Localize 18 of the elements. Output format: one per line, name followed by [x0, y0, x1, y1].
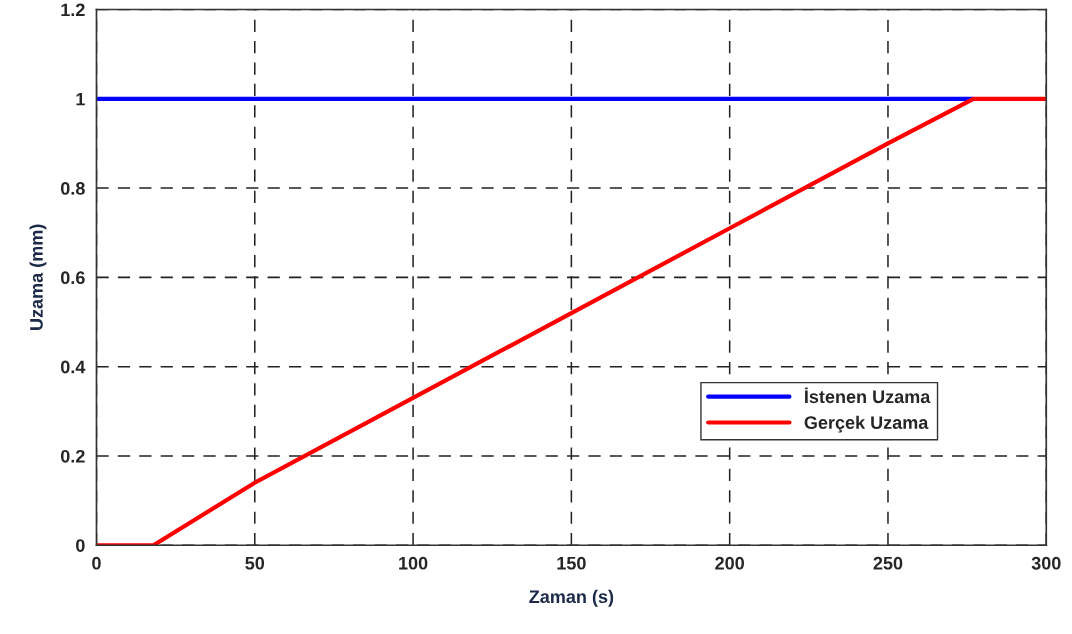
y-tick-label: 0	[76, 539, 85, 552]
legend-label: Gerçek Uzama	[804, 415, 929, 433]
y-tick-label: 0.6	[60, 271, 85, 285]
legend-label: İstenen Uzama	[805, 387, 931, 404]
y-tick-label: 0.2	[60, 449, 85, 463]
x-tick-label: 0	[92, 556, 101, 570]
x-tick-label: 100	[399, 556, 428, 570]
x-tick-label: 300	[1031, 556, 1061, 570]
y-tick-label: 1	[76, 92, 85, 106]
x-tick-label: 250	[873, 556, 903, 570]
y-tick-label: 0.4	[60, 360, 86, 374]
y-axis-title: Uzama (mm)	[29, 224, 47, 330]
x-tick-label: 150	[557, 556, 586, 570]
x-axis-title: Zaman (s)	[529, 589, 614, 607]
y-tick-label: 0.8	[60, 182, 85, 195]
x-tick-label: 50	[245, 556, 265, 570]
x-tick-label: 200	[715, 556, 744, 570]
y-tick-label: 1.2	[61, 3, 85, 17]
